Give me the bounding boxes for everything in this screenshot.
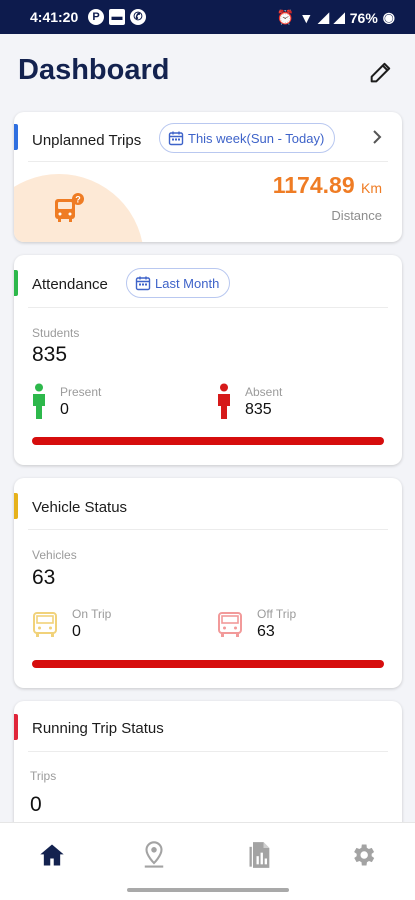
reports-icon	[249, 842, 270, 868]
attendance-title: Attendance	[32, 276, 108, 293]
edit-button[interactable]	[367, 58, 395, 86]
wifi-icon: ▼	[299, 9, 314, 26]
present-person-icon	[32, 383, 46, 419]
settings-icon	[354, 844, 375, 866]
card-accent	[14, 714, 18, 740]
nav-reports[interactable]	[242, 837, 278, 873]
battery-percent: 76%	[349, 9, 378, 26]
nav-settings[interactable]	[345, 837, 381, 873]
present-label: Present	[60, 385, 102, 399]
filter-label: This week(Sun - Today)	[188, 130, 325, 146]
card-divider	[28, 751, 388, 752]
home-icon	[40, 844, 64, 866]
vehicle-status-title: Vehicle Status	[32, 499, 128, 516]
system-icons: ⏰ ▼ ◢ ◢ 76% ◉	[277, 9, 395, 26]
battery-saver-icon: ◉	[382, 9, 395, 25]
students-value: 835	[32, 343, 68, 366]
on-trip-bus-icon	[32, 611, 58, 639]
date-range-filter[interactable]: This week(Sun - Today)	[159, 123, 336, 153]
card-accent	[14, 124, 18, 150]
location-icon	[144, 841, 164, 868]
pencil-icon	[370, 62, 391, 83]
signal-icon: ◢	[318, 9, 329, 25]
absent-person-icon	[217, 383, 231, 419]
trips-label: Trips	[30, 769, 57, 783]
bottom-navigation	[0, 822, 415, 900]
card-divider	[28, 307, 388, 308]
notification-icons: P ▬ ✆	[88, 9, 146, 25]
card-accent	[14, 493, 18, 519]
page-title: Dashboard	[18, 54, 170, 86]
message-notification-icon: ▬	[109, 9, 125, 25]
on-trip-label: On Trip	[72, 607, 112, 621]
vehicles-value: 63	[32, 566, 56, 589]
off-trip-label: Off Trip	[257, 607, 297, 621]
calendar-icon	[168, 131, 184, 146]
status-time: 4:41:20	[30, 9, 79, 25]
absent-label: Absent	[245, 385, 283, 399]
nav-location[interactable]	[136, 837, 172, 873]
distance-unit: Km	[361, 180, 382, 196]
card-divider	[28, 161, 388, 162]
unplanned-trips-title: Unplanned Trips	[32, 132, 142, 149]
status-bar: 4:41:20 P ▬ ✆ ⏰ ▼ ◢ ◢ 76% ◉	[0, 0, 415, 34]
unplanned-trips-card[interactable]: Unplanned Trips This week(Sun - Today) ?…	[14, 112, 402, 242]
vehicle-status-card[interactable]: Vehicle Status Vehicles 63 On Trip 0 Off…	[14, 478, 402, 688]
running-trip-status-title: Running Trip Status	[32, 720, 164, 737]
distance-label: Distance	[331, 208, 382, 223]
distance-value: 1174.89 Km	[273, 172, 382, 199]
absent-value: 835	[245, 401, 272, 418]
alarm-icon: ⏰	[276, 9, 295, 25]
filter-label: Last Month	[155, 275, 220, 291]
svg-text:?: ?	[75, 195, 81, 205]
on-trip-value: 0	[72, 623, 81, 640]
gesture-home-indicator[interactable]	[127, 888, 289, 892]
trips-value: 0	[30, 793, 42, 816]
distance-number: 1174.89	[272, 172, 355, 198]
card-divider	[28, 529, 388, 530]
bus-alert-icon: ?	[52, 192, 86, 226]
card-accent	[14, 270, 18, 296]
attendance-period-filter[interactable]: Last Month	[126, 268, 231, 298]
calendar-icon	[135, 276, 151, 291]
attendance-progress-bar	[32, 437, 384, 445]
vehicles-label: Vehicles	[32, 548, 77, 562]
students-label: Students	[32, 326, 80, 340]
attendance-card[interactable]: Attendance Last Month Students 835 Prese…	[14, 255, 402, 465]
present-value: 0	[60, 401, 69, 418]
call-notification-icon: ✆	[130, 9, 146, 25]
nav-home[interactable]	[34, 837, 70, 873]
off-trip-bus-icon	[217, 611, 243, 639]
app-notification-icon: P	[88, 9, 104, 25]
vehicle-progress-bar	[32, 660, 384, 668]
chevron-right-icon[interactable]	[368, 128, 386, 146]
off-trip-value: 63	[257, 623, 275, 640]
app-header: Dashboard	[0, 34, 415, 110]
signal-2-icon: ◢	[333, 9, 345, 25]
